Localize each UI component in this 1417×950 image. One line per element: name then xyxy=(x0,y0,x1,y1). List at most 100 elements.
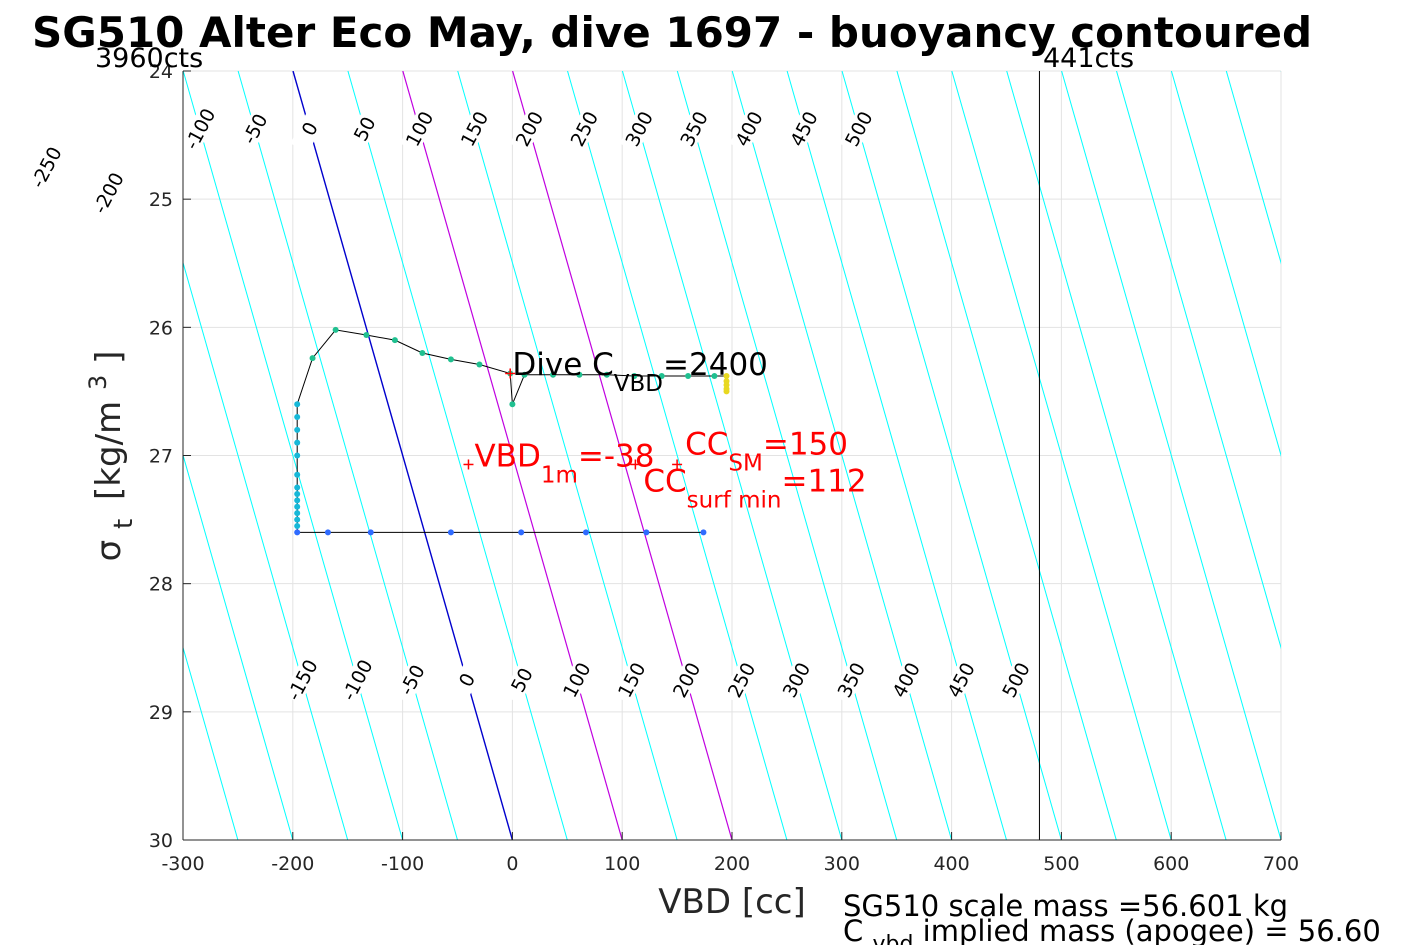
trace-point xyxy=(294,522,301,529)
annotation-vbd-1m-main: VBD xyxy=(474,439,540,475)
annotation-cc-surf-min: CCsurf min=112 xyxy=(643,464,866,514)
x-tick-label: 0 xyxy=(506,853,518,875)
contour-label-top-bg xyxy=(729,104,768,153)
footer-implied-mass-sub: vbd xyxy=(872,932,913,945)
trace-point xyxy=(294,490,301,497)
footer-implied-mass-tail: implied mass (apogee) = 56.60 xyxy=(923,914,1381,945)
contour-line xyxy=(292,71,514,840)
trace-point xyxy=(509,401,516,408)
x-tick-label: 400 xyxy=(933,853,969,875)
trace-point xyxy=(550,371,557,378)
contour-line xyxy=(1225,71,1281,265)
contour-label-bottom-bg xyxy=(941,655,980,704)
trace-point xyxy=(294,516,301,523)
trace-point xyxy=(294,529,301,536)
annotation-vbd-1m-tail: =-38 xyxy=(578,439,655,475)
contour-line xyxy=(512,71,733,840)
contour-label-top-bg xyxy=(564,104,604,153)
contour-label-top-bg xyxy=(455,104,494,153)
annotation-markers xyxy=(463,368,683,470)
contour-line xyxy=(1280,71,1281,73)
annotation-dive-cvbd-main: Dive C xyxy=(512,347,613,383)
trace-point xyxy=(582,529,589,536)
contour-line xyxy=(896,71,1117,840)
annotation-cc-surf-min-sub: surf min xyxy=(687,488,782,514)
contour-line xyxy=(457,71,678,840)
contour-line xyxy=(0,71,18,840)
contour-line xyxy=(841,71,1062,840)
contour-label-bottom-bg xyxy=(831,655,871,704)
trace-point xyxy=(363,332,370,339)
contour-line xyxy=(402,71,623,840)
x-tick-label: 300 xyxy=(824,853,860,875)
x-tick-label: 700 xyxy=(1263,853,1299,875)
contour-line xyxy=(951,71,1172,840)
contour-label-top-bg xyxy=(839,104,878,153)
trace-point xyxy=(631,373,638,380)
contour-line xyxy=(1006,71,1227,840)
right-count-label: 441cts xyxy=(1043,43,1134,74)
contour-label-bottom-bg xyxy=(447,655,486,704)
y-tick-label: 30 xyxy=(149,830,173,852)
trace-point xyxy=(521,371,528,378)
dive-trace xyxy=(294,326,730,536)
contour-label-bottom-bg xyxy=(996,655,1035,704)
contour-line xyxy=(183,71,404,840)
contour-label-bottom-bg xyxy=(667,655,706,704)
y-tick-label: 28 xyxy=(149,574,173,596)
y-axis-label-sub: t xyxy=(109,519,139,529)
trace-point xyxy=(603,371,610,378)
contour-label-top: -100 xyxy=(181,105,221,153)
trace-point xyxy=(391,337,398,344)
trace-point xyxy=(294,510,301,517)
y-tick-label: 25 xyxy=(149,189,173,211)
trace-point xyxy=(324,529,331,536)
footer-scale-mass: SG510 scale mass =56.601 kg xyxy=(843,889,1288,923)
x-tick-label: 600 xyxy=(1153,853,1189,875)
contour-label-bottom-bg xyxy=(776,655,816,704)
contour-label-top-bg xyxy=(235,104,274,153)
contour-line xyxy=(183,645,239,840)
contour-label-top-bg xyxy=(26,143,66,192)
footer-implied-mass: C vbd implied mass (apogee) = 56.60 xyxy=(843,914,1381,945)
annotation-cc-sm-main: CC xyxy=(685,427,728,463)
contour-label-top-bg xyxy=(784,104,823,153)
x-tick-label: 100 xyxy=(604,853,640,875)
contour-label-bottom-bg xyxy=(337,655,377,704)
contour-label-bottom: -100 xyxy=(338,656,378,704)
y-axis-label-close: ] xyxy=(89,351,129,364)
trace-point xyxy=(447,529,454,536)
contour-lines xyxy=(0,71,1281,840)
annotation-cc-sm-tail: =150 xyxy=(763,427,848,463)
annotation-dive-cvbd: Dive CVBD=2400 xyxy=(512,347,768,397)
trace-point xyxy=(476,361,483,368)
x-tick-label: -300 xyxy=(161,853,204,875)
y-tick-label: 27 xyxy=(149,446,173,468)
y-tick-label: 24 xyxy=(149,61,173,83)
left-count-label: 3960cts xyxy=(95,43,203,74)
trace-point xyxy=(723,373,730,380)
contour-label-top-bg xyxy=(619,104,659,153)
annotation-dive-cvbd-sub: VBD xyxy=(614,371,663,397)
contour-label-bottom-bg xyxy=(502,655,541,704)
contour-line xyxy=(1170,71,1281,457)
contour-line xyxy=(676,71,898,840)
trace-point xyxy=(294,503,301,510)
x-tick-label: 500 xyxy=(1043,853,1079,875)
trace-point xyxy=(643,529,650,536)
contour-label-bottom-bg xyxy=(557,655,596,704)
trace-point xyxy=(723,388,730,395)
annotation-cc-surf-min-main: CC xyxy=(643,464,686,500)
trace-point xyxy=(419,349,426,356)
trace-point xyxy=(294,401,301,408)
trace-point xyxy=(294,452,301,459)
x-tick-label: -200 xyxy=(271,853,314,875)
contour-label-bottom: -150 xyxy=(283,656,323,704)
contour-label-top-bg xyxy=(509,104,549,153)
contour-label-top: -200 xyxy=(89,169,129,217)
contour-label-top-bg xyxy=(88,168,128,217)
contour-label-top-bg xyxy=(0,123,5,173)
y-axis-label-symbol: σ xyxy=(89,540,129,562)
